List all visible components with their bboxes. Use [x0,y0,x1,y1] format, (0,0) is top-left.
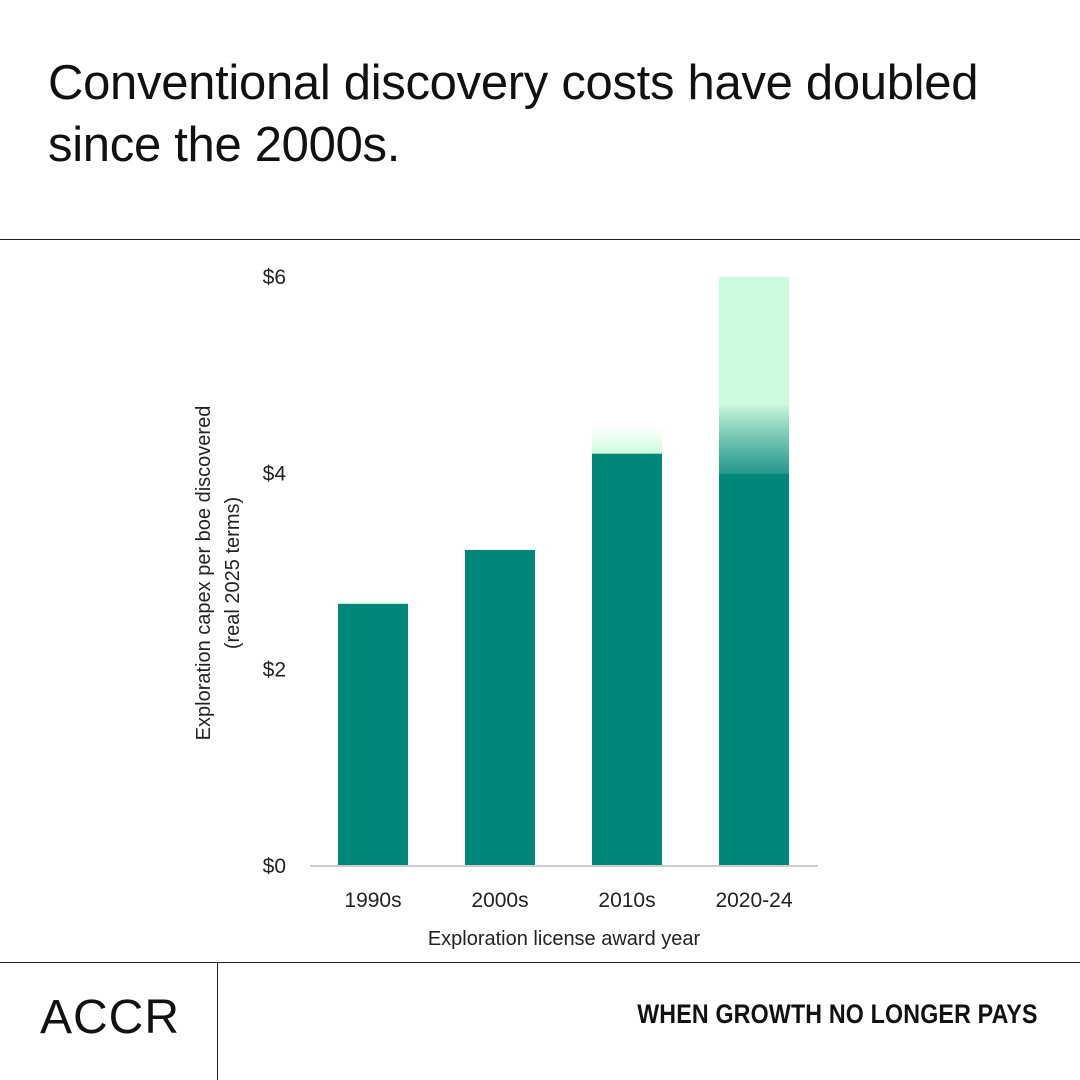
x-tick-label: 2010s [598,889,655,912]
x-axis-title: Exploration license award year [428,928,701,950]
y-tick-label: $4 [263,462,287,485]
bar-0 [338,603,408,866]
y-tick-label: $0 [263,855,286,878]
bar-1 [465,549,535,866]
y-tick-label: $6 [263,266,286,289]
headline: Conventional discovery costs have double… [48,56,979,172]
x-tick-label: 1990s [344,889,401,912]
bar-range-3 [719,277,789,404]
bar-2 [592,453,662,866]
bar-range-2 [592,426,662,454]
accr-logo: ACCR [40,991,181,1044]
footer-separator [217,963,218,1080]
bar-chart: $0 $2 $4 $6 1990s 2000s 2010s 2020-24 Explorati… [193,266,818,950]
bar-3 [719,473,789,866]
report-title: WHEN GROWTH NO LONGER PAYS [637,999,1038,1029]
y-axis-title: Exploration capex per boe discovered [193,406,215,741]
y-tick-label: $2 [263,659,286,682]
bar-range-blend-3 [719,403,789,474]
bar-range-0 [338,600,408,604]
header-divider [0,239,1080,240]
x-tick-label: 2000s [471,889,528,912]
plot-area: $0 $2 $4 $6 1990s 2000s 2010s 2020-24 [263,266,818,912]
y-axis-subtitle: (real 2025 terms) [222,497,244,649]
x-tick-label: 2020-24 [715,889,792,912]
footer-divider [0,962,1080,963]
